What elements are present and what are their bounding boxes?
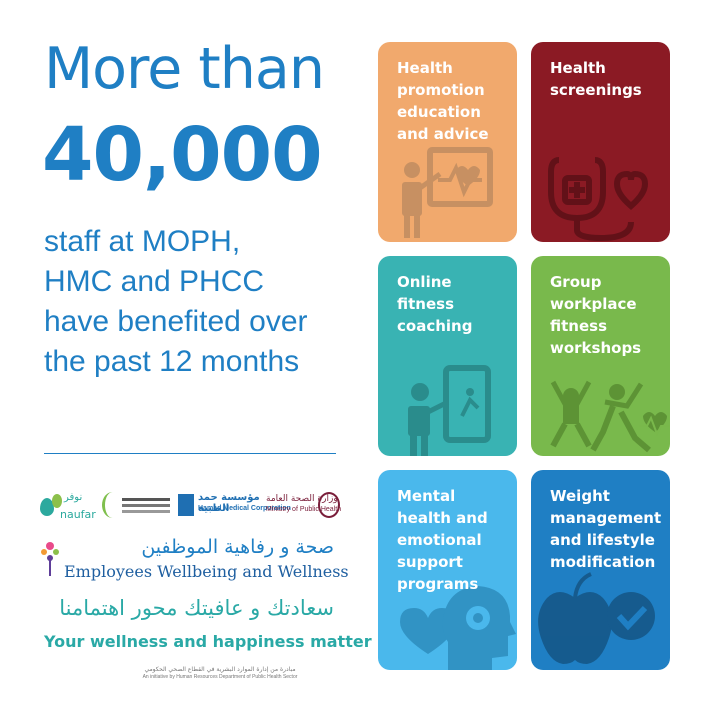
partner-logos: نوفر naufar مؤسسة حمد الطبية Hamad Medic…	[40, 490, 342, 530]
card-label: Health screenings	[550, 59, 642, 99]
body-line: HMC and PHCC	[44, 265, 265, 298]
card-group-workshops: Group workplace fitness workshops	[531, 256, 670, 456]
moph-ar: وزارة الصحة العامة	[266, 494, 338, 504]
naufar-ar: نوفر	[64, 492, 83, 503]
flower-icon	[41, 542, 59, 576]
group-exercise-icon	[550, 380, 670, 453]
hmc-ar: مؤسسة حمد الطبية	[198, 492, 260, 514]
tagline-en: Your wellness and happiness matter	[44, 632, 372, 651]
card-label: Weight management and lifestyle modifica…	[550, 487, 662, 571]
tablet-coaching-icon	[408, 365, 491, 456]
moph-en: Ministry of Public Health	[266, 506, 342, 513]
program-logo: صحة و رفاهية الموظفين Employees Wellbein…	[40, 536, 349, 586]
divider	[44, 453, 336, 454]
body-line: the past 12 months	[44, 345, 300, 378]
program-title-ar: صحة و رفاهية الموظفين	[141, 536, 334, 558]
program-title-en: Employees Wellbeing and Wellness	[64, 562, 349, 581]
stethoscope-icon	[548, 157, 649, 242]
head-heart-icon	[400, 586, 516, 670]
moph-emblem-icon	[318, 492, 340, 518]
card-label: Mental health and emotional support prog…	[397, 487, 488, 593]
naufar-en: naufar	[60, 508, 96, 521]
body-line: have benefited over	[44, 305, 308, 338]
presentation-icon	[402, 147, 493, 238]
headline-number: 40,000	[42, 112, 323, 198]
moph-logo: وزارة الصحة العامة Ministry of Public He…	[266, 490, 342, 528]
hmc-en: Hamad Medical Corporation	[198, 505, 291, 512]
card-label: Online fitness coaching	[397, 273, 473, 335]
card-health-screenings: Health screenings	[531, 42, 670, 242]
apple-check-icon	[538, 572, 655, 664]
body-line: staff at MOPH,	[44, 225, 241, 258]
naufar-logo: نوفر naufar	[40, 490, 96, 528]
credit-en: An initiative by Human Resources Departm…	[142, 674, 298, 680]
card-online-fitness: Online fitness coaching	[378, 256, 517, 456]
card-health-promotion: Health promotion education and advice	[378, 42, 517, 242]
hmc-logo: مؤسسة حمد الطبية Hamad Medical Corporati…	[178, 490, 291, 528]
tagline-ar: سعادتك و عافيتك محور اهتمامنا	[59, 596, 334, 620]
headline-more-than: More than	[44, 36, 325, 102]
phcc-logo	[102, 490, 172, 528]
card-label: Health promotion education and advice	[397, 59, 489, 143]
credit-ar: مبادرة من إدارة الموارد البشرية في القطا…	[144, 666, 296, 673]
card-weight-management: Weight management and lifestyle modifica…	[531, 470, 670, 670]
card-mental-health: Mental health and emotional support prog…	[378, 470, 517, 670]
headline-body: staff at MOPH, HMC and PHCC have benefit…	[44, 222, 344, 382]
card-label: Group workplace fitness workshops	[550, 273, 642, 357]
